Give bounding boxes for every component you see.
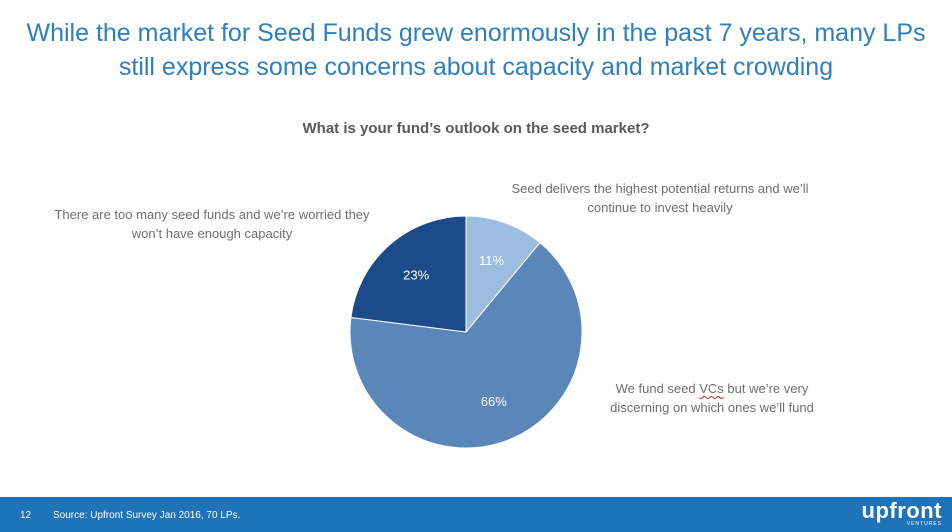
pie-slice-label-1: 66%: [481, 394, 507, 409]
annotation-line: continue to invest heavily: [587, 200, 733, 215]
annotation-too-many-funds: There are too many seed funds and we’re …: [22, 205, 402, 243]
annotation-text: We fund seed: [615, 381, 700, 396]
annotation-highest-returns: Seed delivers the highest potential retu…: [480, 179, 840, 217]
pie-slice-label-2: 23%: [403, 267, 429, 282]
source-note: Source: Upfront Survey Jan 2016, 70 LPs.: [53, 510, 241, 521]
annotation-line: won’t have enough capacity: [131, 226, 293, 241]
annotation-line: discerning on which ones we’ll fund: [610, 400, 814, 415]
annotation-text: but we’re very: [723, 381, 809, 396]
pie-slice-2: [350, 215, 467, 333]
pie-slice-label-0: 11%: [479, 253, 504, 268]
upfront-logo: upfront VENTURES: [861, 498, 942, 528]
annotation-line: There are too many seed funds and we’re …: [54, 207, 370, 222]
pie-slice-1: [349, 241, 583, 449]
spellcheck-word: VCs: [699, 381, 724, 396]
pie-slice-0: [465, 215, 541, 334]
page-title: While the market for Seed Funds grew eno…: [26, 19, 926, 81]
logo-wordmark: upfront: [861, 498, 942, 523]
annotation-discerning: We fund seed VCs but we’re very discerni…: [592, 379, 832, 417]
page-number: 12: [20, 510, 32, 521]
chart-title: What is your fund’s outlook on the seed …: [302, 120, 650, 137]
footer-bar: 12 Source: Upfront Survey Jan 2016, 70 L…: [0, 497, 952, 532]
annotation-line: Seed delivers the highest potential retu…: [511, 181, 809, 196]
logo-subtitle: VENTURES: [906, 521, 942, 527]
